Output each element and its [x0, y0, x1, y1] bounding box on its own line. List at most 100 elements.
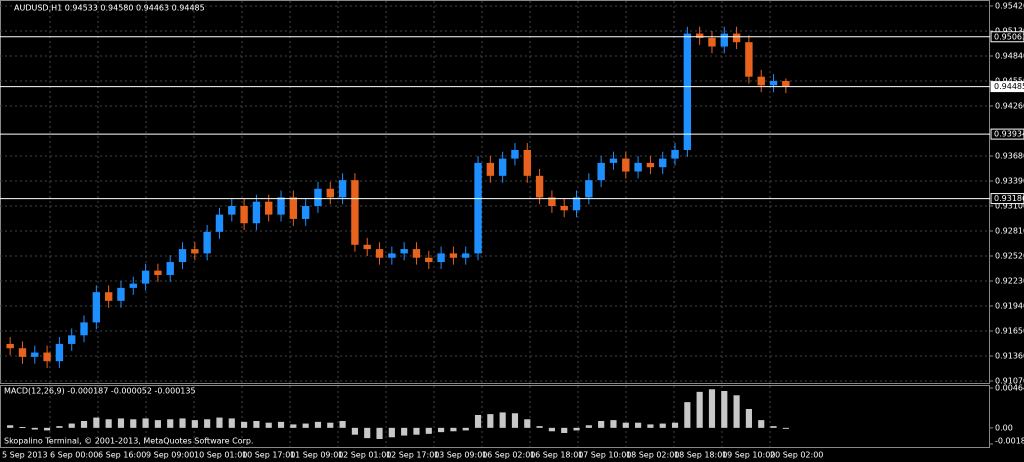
candle-body — [732, 33, 741, 43]
macd-y-tick-label: -0.001885 — [995, 437, 1024, 446]
macd-bar — [253, 420, 260, 428]
macd-bar — [302, 423, 309, 428]
macd-bar — [462, 427, 469, 431]
x-tick-label: 12 Sep 01:00 — [338, 451, 391, 460]
candle-body — [277, 197, 285, 215]
macd-bar — [413, 427, 420, 435]
macd-bar — [93, 417, 100, 428]
macd-bar — [376, 427, 383, 439]
x-tick-label: 6 Sep 00:00 — [50, 451, 98, 460]
macd-bar — [277, 421, 285, 428]
macd-bar — [782, 427, 789, 429]
candle-body — [80, 322, 88, 336]
macd-bar — [290, 424, 297, 428]
candle-body — [708, 37, 716, 47]
level-label: 0.95063 — [994, 32, 1024, 41]
candle-body — [252, 201, 261, 224]
candle-body — [646, 162, 655, 168]
candle-body — [92, 292, 101, 323]
macd-bar — [758, 420, 765, 428]
level-box — [990, 81, 1024, 93]
candle-body — [191, 249, 199, 254]
candle-body — [104, 292, 113, 301]
candle-body — [474, 162, 482, 254]
x-tick-label: 12 Sep 17:00 — [386, 451, 439, 460]
macd-bar — [401, 427, 408, 436]
candle-body — [265, 201, 273, 215]
macd-bar — [191, 420, 198, 428]
macd-bar — [19, 426, 26, 428]
macd-bar — [339, 420, 346, 428]
x-tick-label: 9 Sep 09:00 — [146, 451, 194, 460]
macd-bar — [499, 412, 506, 428]
candle-body — [769, 81, 778, 86]
candle-body — [498, 158, 507, 176]
candle-body — [117, 287, 125, 301]
candle-body — [55, 343, 64, 362]
macd-bar — [548, 427, 555, 432]
macd-bar — [536, 426, 543, 428]
macd-bar — [647, 424, 654, 428]
level-box — [990, 31, 1024, 43]
candle-body — [400, 249, 408, 254]
candle-body — [215, 214, 224, 232]
x-tick-label: 10 Sep 01:00 — [194, 451, 247, 460]
candle-body — [572, 197, 581, 211]
candle-body — [622, 158, 630, 172]
macd-bar — [524, 419, 531, 428]
macd-title: MACD(12,26,9) -0.000187 -0.000052 -0.000… — [4, 387, 196, 396]
candle-body — [388, 253, 396, 258]
macd-bar — [745, 408, 752, 428]
macd-bar — [142, 418, 149, 428]
macd-y-tick-label: 0.004649 — [995, 384, 1024, 393]
x-tick-label: 11 Sep 09:00 — [290, 451, 343, 460]
candle-body — [178, 249, 187, 263]
macd-bar — [573, 427, 580, 431]
chart-title: AUDUSD,H1 0.94533 0.94580 0.94463 0.9448… — [14, 4, 205, 13]
candle-body — [511, 149, 519, 159]
macd-bar — [241, 421, 248, 428]
candle-body — [351, 180, 359, 245]
macd-bar — [696, 391, 703, 428]
candle-body — [228, 206, 236, 215]
macd-bar — [610, 420, 617, 428]
macd-bar — [105, 419, 112, 428]
macd-bar — [622, 422, 629, 428]
candle-body — [437, 253, 445, 263]
macd-bar — [598, 420, 605, 428]
candle-body — [141, 270, 150, 284]
level-box — [990, 128, 1024, 140]
candle-body — [326, 188, 334, 198]
candle-body — [535, 175, 544, 198]
candle-body — [154, 270, 162, 275]
x-tick-label: 17 Sep 10:00 — [578, 451, 631, 460]
macd-bar — [438, 427, 445, 433]
level-label: 0.93186 — [994, 194, 1024, 203]
y-tick-label: 0.91070 — [995, 377, 1024, 386]
level-label: 0.94485 — [994, 82, 1024, 91]
macd-bar — [659, 423, 666, 428]
macd-bar — [68, 423, 75, 428]
macd-bar — [511, 413, 519, 428]
macd-bar — [56, 426, 63, 428]
candle-body — [425, 257, 433, 263]
footer: Skopalino Terminal, © 2001-2013, MetaQuo… — [4, 437, 253, 446]
candle-body — [683, 33, 692, 150]
macd-bar — [585, 425, 592, 428]
candle-body — [129, 283, 137, 288]
x-tick-label: 19 Sep 10:00 — [722, 451, 775, 460]
macd-bar — [167, 419, 174, 428]
candle-body — [31, 352, 39, 357]
candle-body — [449, 253, 458, 258]
x-tick-label: 18 Sep 02:00 — [626, 451, 679, 460]
macd-bar — [425, 427, 432, 434]
candle-body — [412, 249, 421, 258]
candle-body — [68, 335, 76, 344]
macd-bar — [474, 414, 482, 428]
